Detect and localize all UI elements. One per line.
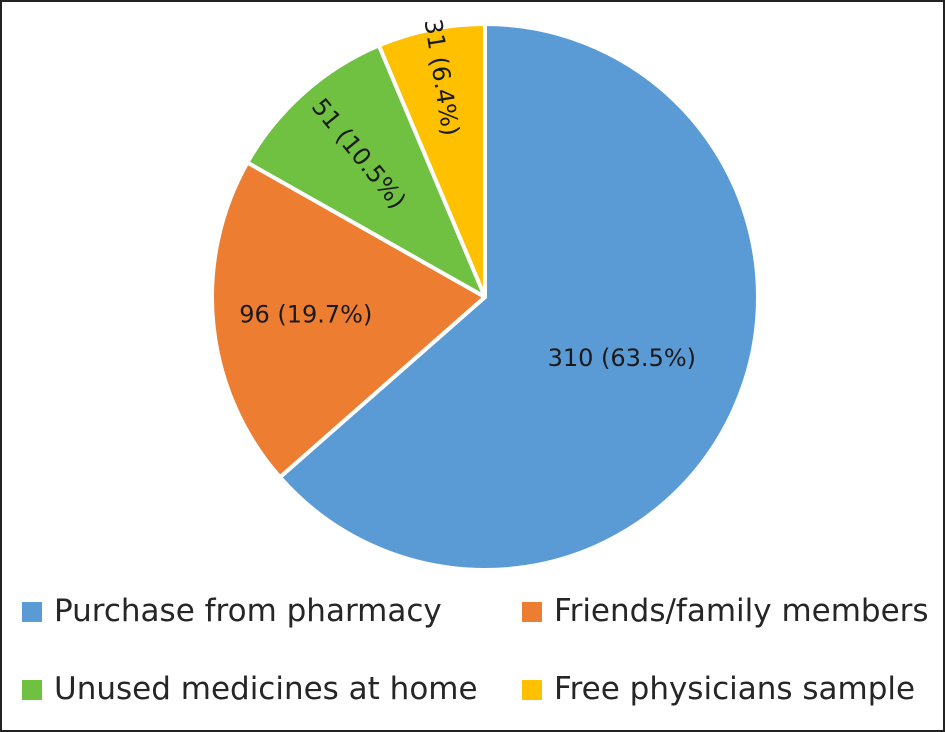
legend-swatch-friends-family-members [522,601,542,622]
legend-swatch-free-physicians-sample [522,679,542,700]
legend-label-friends-family-members: Friends/family members [554,593,929,629]
pie-slice-friends-family-members [210,160,487,480]
legend-item-friends-family-members: Friends/family members [522,596,929,627]
pie-slice-unused-medicines-at-home [245,43,487,299]
legend-label-unused-medicines-at-home: Unused medicines at home [54,671,478,707]
legend-item-purchase-from-pharmacy: Purchase from pharmacy [22,596,442,627]
pie-slice-free-physicians-sample [376,22,487,299]
pie-label-friends-family-members: 96 (19.7%) [239,301,372,329]
pie-slice-purchase-from-pharmacy [277,22,760,572]
pie-label-purchase-from-pharmacy: 310 (63.5%) [548,344,696,372]
legend-item-free-physicians-sample: Free physicians sample [522,674,915,705]
legend-label-free-physicians-sample: Free physicians sample [554,671,916,707]
legend-item-unused-medicines-at-home: Unused medicines at home [22,674,478,705]
legend-label-purchase-from-pharmacy: Purchase from pharmacy [54,593,442,629]
legend-swatch-unused-medicines-at-home [22,679,42,700]
legend-swatch-purchase-from-pharmacy [22,601,42,622]
